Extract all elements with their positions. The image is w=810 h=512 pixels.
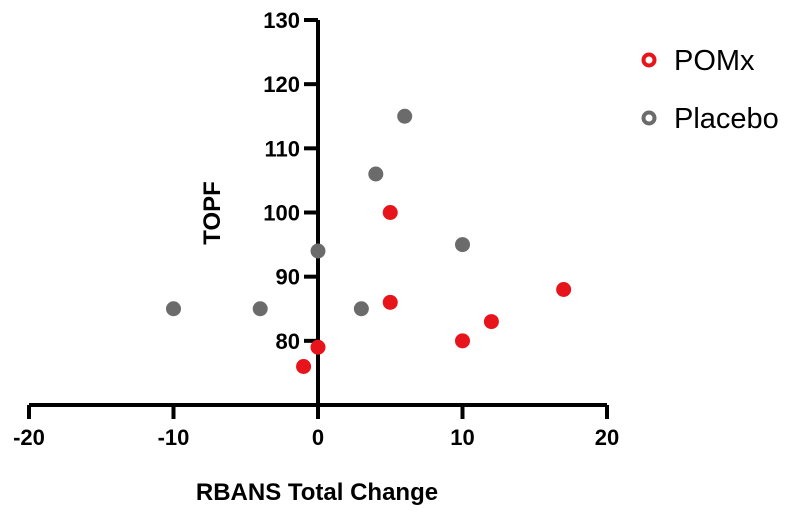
y-tick-label: 90	[276, 265, 300, 290]
y-axis-title: TOPF	[199, 181, 226, 245]
pomx-point	[382, 205, 398, 220]
legend: POMx Placebo	[641, 45, 779, 135]
placebo-point	[252, 301, 268, 317]
y-tick-label: 130	[263, 8, 300, 33]
y-axis-ticks: 80 90 100 110 120 130	[263, 8, 318, 354]
y-tick-label: 110	[265, 136, 301, 161]
placebo-point	[397, 108, 413, 124]
x-tick-label: 20	[595, 425, 619, 450]
x-tick-label: -10	[158, 425, 190, 450]
y-tick-label: 80	[276, 329, 300, 354]
x-tick-label: -20	[13, 425, 45, 450]
x-tick-label: 10	[450, 425, 474, 450]
pomx-point	[556, 282, 572, 297]
pomx-legend-marker	[641, 52, 657, 68]
x-tick-label: 0	[312, 425, 324, 450]
axes: -20 -10 0 10 20 80 90 100 110 120 130	[13, 8, 619, 450]
x-axis-title: RBANS Total Change	[196, 479, 438, 506]
pomx-point	[455, 333, 470, 349]
placebo-point	[166, 301, 181, 317]
pomx-legend-label: POMx	[674, 45, 755, 77]
placebo-point	[310, 243, 326, 259]
data-points	[166, 108, 572, 374]
placebo-point	[353, 301, 369, 317]
pomx-point	[296, 359, 312, 374]
pomx-point	[310, 339, 326, 355]
placebo-point	[455, 237, 470, 253]
placebo-point	[368, 166, 384, 182]
y-tick-label: 120	[263, 72, 300, 97]
pomx-point	[382, 294, 398, 310]
placebo-legend-label: Placebo	[674, 103, 779, 135]
placebo-legend-marker	[641, 110, 657, 126]
y-tick-label: 100	[263, 201, 300, 226]
pomx-point	[483, 314, 499, 330]
x-axis-ticks: -20 -10 0 10 20	[13, 405, 619, 450]
